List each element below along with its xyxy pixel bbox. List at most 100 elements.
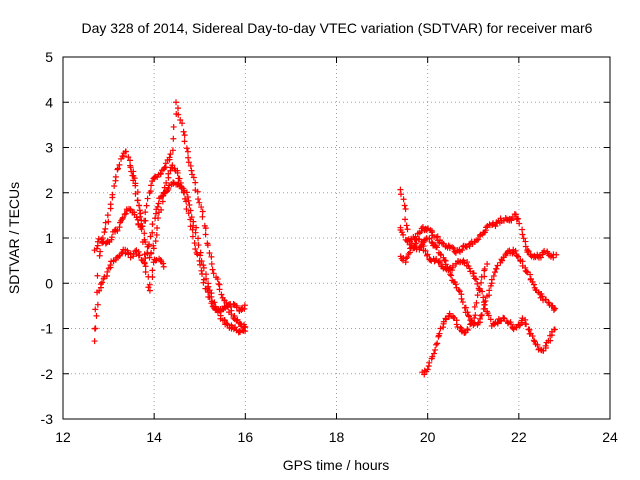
data-point [194, 188, 201, 195]
data-point [136, 252, 143, 259]
data-point [471, 315, 478, 322]
data-point [141, 230, 148, 237]
data-point [159, 198, 166, 205]
data-point [210, 270, 217, 277]
data-point [118, 155, 125, 162]
data-point [530, 337, 537, 344]
data-point [112, 173, 119, 180]
data-point [402, 216, 409, 223]
data-point [487, 282, 494, 289]
data-point [434, 340, 441, 347]
data-point [167, 151, 174, 158]
data-point [529, 333, 536, 340]
data-point [180, 128, 187, 135]
x-axis-label: GPS time / hours [283, 457, 390, 473]
data-point [499, 257, 506, 264]
data-point [107, 201, 114, 208]
data-point [467, 321, 474, 328]
data-point [183, 145, 190, 152]
data-point [477, 315, 484, 322]
y-tick-label: 2 [45, 185, 53, 201]
data-point [183, 206, 190, 213]
data-point [506, 247, 513, 254]
data-point [494, 262, 501, 269]
data-point [423, 252, 430, 259]
data-point [104, 212, 111, 219]
data-point [445, 242, 452, 249]
data-point [487, 316, 494, 323]
data-point [449, 244, 456, 251]
data-point [218, 291, 225, 298]
data-point [459, 247, 466, 254]
data-point [214, 276, 221, 283]
data-point [111, 183, 118, 190]
data-point [550, 305, 557, 312]
data-point [191, 240, 198, 247]
x-tick-label: 16 [238, 429, 254, 445]
data-point [203, 275, 210, 282]
data-point [187, 162, 194, 169]
data-point [512, 211, 519, 218]
data-point [199, 208, 206, 215]
data-point [199, 213, 206, 220]
series-track-f [397, 224, 559, 329]
data-point [142, 263, 149, 270]
data-point [97, 248, 104, 255]
data-point [160, 263, 167, 270]
data-point [519, 231, 526, 238]
data-point [522, 243, 529, 250]
data-point [93, 245, 100, 252]
data-point [127, 157, 134, 164]
data-point [400, 231, 407, 238]
data-point [471, 303, 478, 310]
data-point [473, 237, 480, 244]
series-track-d [127, 164, 167, 294]
y-tick-label: 5 [45, 49, 53, 65]
data-point [212, 303, 219, 310]
data-point [104, 268, 111, 275]
data-point [141, 251, 148, 258]
data-point [402, 205, 409, 212]
data-point [530, 281, 537, 288]
series-track-b [91, 99, 249, 331]
data-point [476, 285, 483, 292]
chart-title: Day 328 of 2014, Sidereal Day-to-day VTE… [82, 20, 593, 36]
data-point [138, 226, 145, 233]
data-point [403, 255, 410, 262]
data-point [551, 326, 558, 333]
data-point [188, 167, 195, 174]
data-point [204, 242, 211, 249]
data-point [241, 302, 248, 309]
data-point [142, 255, 149, 262]
data-point [223, 320, 230, 327]
data-point [190, 174, 197, 181]
data-point [96, 287, 103, 294]
data-point [155, 200, 162, 207]
x-tick-label: 14 [146, 429, 162, 445]
data-point [466, 241, 473, 248]
x-tick-label: 20 [420, 429, 436, 445]
data-point [428, 239, 435, 246]
data-points [91, 99, 560, 378]
data-point [131, 209, 138, 216]
data-point [206, 249, 213, 256]
data-point [513, 324, 520, 331]
data-point [195, 235, 202, 242]
data-point [184, 148, 191, 155]
data-point [132, 180, 139, 187]
y-tick-label: -2 [41, 366, 54, 382]
data-point [146, 281, 153, 288]
data-point [473, 276, 480, 283]
data-point [540, 347, 547, 354]
x-tick-label: 12 [55, 429, 71, 445]
data-point [194, 251, 201, 258]
data-point [550, 254, 557, 261]
series-track-e [397, 186, 560, 261]
data-point [163, 188, 170, 195]
data-point [432, 346, 439, 353]
series-track-h [419, 261, 491, 378]
data-point [474, 292, 481, 299]
data-point [146, 287, 153, 294]
data-point [480, 294, 487, 301]
